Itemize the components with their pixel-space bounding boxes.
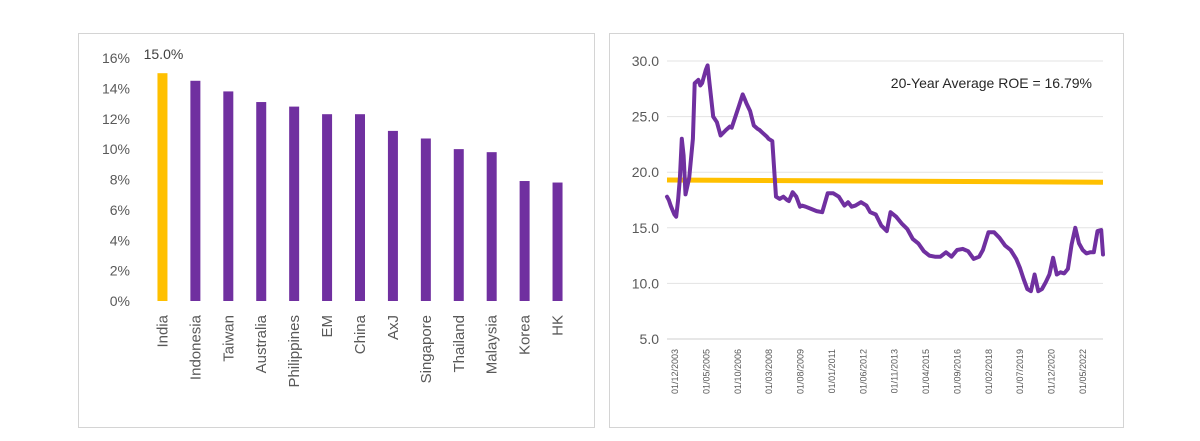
- y-tick-label: 15.0: [632, 220, 659, 236]
- x-tick-label: 01/02/2018: [984, 349, 994, 394]
- bar-indonesia: [190, 80, 201, 301]
- x-category-label: Philippines: [286, 315, 303, 388]
- y-tick-label: 25.0: [632, 109, 659, 125]
- x-tick-label: 01/04/2015: [921, 349, 931, 394]
- x-tick-label: 01/09/2016: [952, 349, 962, 394]
- line-chart-panel: 5.0 10.0 15.0 20.0 25.0 30.0 01/12/2003 01/05/2…: [609, 33, 1124, 428]
- y-tick-label: 8%: [110, 172, 130, 188]
- x-category-label: AxJ: [385, 315, 402, 340]
- bar-em: [322, 114, 333, 301]
- x-tick-label: 01/06/2012: [858, 349, 868, 394]
- x-category-label: India: [154, 314, 171, 347]
- average-roe-line: [666, 177, 1104, 185]
- x-tick-label: 01/05/2005: [701, 349, 711, 394]
- x-category-label: Taiwan: [220, 315, 237, 362]
- bar-chart-panel: 0% 2% 4% 6% 8% 10% 12% 14% 16% India Indonesia Taiw…: [78, 33, 595, 428]
- x-tick-label: 01/05/2022: [1078, 349, 1088, 394]
- bar-axj: [387, 130, 398, 301]
- x-category-label: Korea: [517, 314, 534, 355]
- x-category-label: Indonesia: [187, 314, 204, 380]
- x-category-label: Malaysia: [484, 314, 501, 374]
- y-tick-label: 12%: [102, 111, 130, 127]
- x-category-label: HK: [550, 315, 567, 336]
- roe-series-line: [665, 63, 1105, 294]
- y-tick-label: 20.0: [632, 164, 659, 180]
- bar-korea: [519, 181, 530, 301]
- x-tick-label: 01/08/2009: [796, 349, 806, 394]
- bar-thailand: [453, 149, 464, 301]
- y-tick-label: 10%: [102, 141, 130, 157]
- roe-history-line-chart: 5.0 10.0 15.0 20.0 25.0 30.0 01/12/2003 01/05/2…: [632, 53, 1105, 394]
- x-category-label: EM: [319, 315, 336, 338]
- y-tick-label: 6%: [110, 202, 130, 218]
- data-label: 15.0%: [144, 46, 184, 62]
- x-category-label: Singapore: [418, 315, 435, 383]
- y-tick-label: 2%: [110, 263, 130, 279]
- bar-china: [355, 114, 365, 301]
- x-tick-label: 01/03/2008: [764, 349, 774, 394]
- x-tick-label: 01/12/2020: [1047, 349, 1057, 394]
- bar-philippines: [289, 106, 300, 301]
- y-tick-label: 0%: [110, 293, 130, 309]
- x-tick-label: 01/12/2003: [670, 349, 680, 394]
- x-category-label: China: [352, 314, 369, 354]
- x-tick-label: 01/10/2006: [733, 349, 743, 394]
- x-tick-label: 01/01/2011: [827, 349, 837, 393]
- bar-india: [157, 73, 168, 301]
- bar-malaysia: [486, 152, 497, 301]
- x-tick-label: 01/11/2013: [890, 349, 900, 393]
- y-tick-label: 5.0: [640, 331, 660, 347]
- bar-taiwan: [223, 91, 234, 301]
- x-tick-label: 01/07/2019: [1015, 349, 1025, 394]
- roe-by-market-bar-chart: 0% 2% 4% 6% 8% 10% 12% 14% 16% India Indonesia Taiw…: [102, 46, 567, 388]
- bar-hk: [552, 182, 563, 301]
- bar-singapore: [420, 138, 431, 301]
- x-category-label: Thailand: [451, 315, 468, 373]
- y-tick-label: 14%: [102, 80, 130, 96]
- y-tick-label: 30.0: [632, 53, 659, 69]
- y-tick-label: 10.0: [632, 275, 659, 291]
- y-tick-label: 16%: [102, 50, 130, 66]
- average-roe-annotation: 20-Year Average ROE = 16.79%: [891, 75, 1092, 91]
- y-tick-label: 4%: [110, 232, 130, 248]
- x-category-label: Australia: [253, 314, 270, 373]
- bar-australia: [256, 102, 267, 301]
